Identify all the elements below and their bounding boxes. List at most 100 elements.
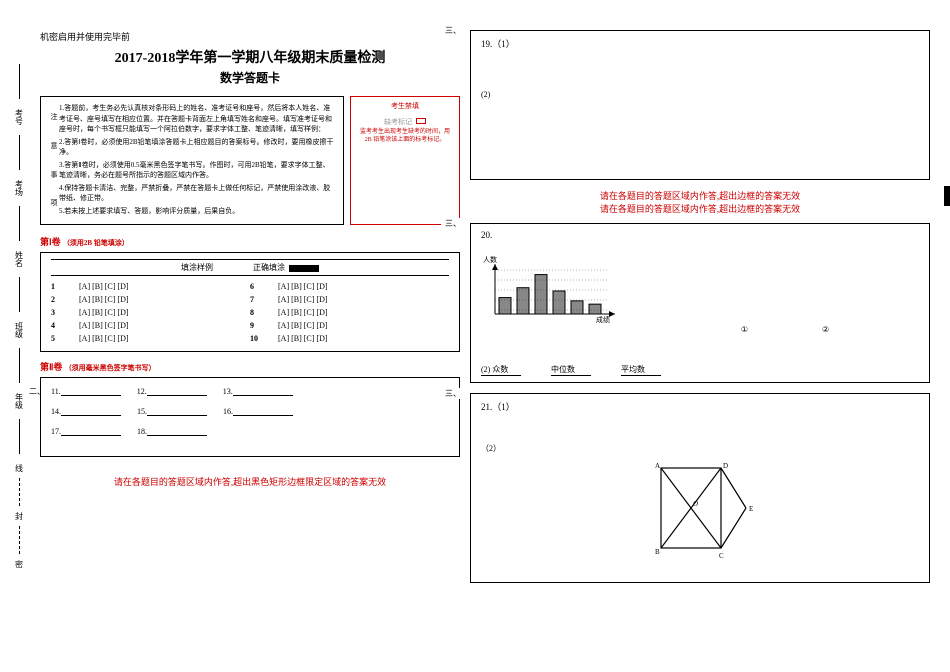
answer-blank[interactable]	[61, 406, 121, 416]
answer-blank[interactable]	[233, 386, 293, 396]
mc-opts[interactable]: [A] [B] [C] [D]	[79, 282, 129, 291]
section-three: 三、	[441, 388, 465, 399]
q16: 16.	[223, 407, 233, 416]
svg-text:O: O	[693, 500, 698, 508]
q21-part2: （2）	[481, 443, 919, 454]
section-three: 三、	[441, 25, 465, 36]
seal-line-1: 线	[14, 464, 25, 472]
sample-label: 填涂样例	[181, 263, 213, 272]
mean-label[interactable]: 平均数	[621, 364, 661, 376]
binding-margin: 考号 考场 姓名 班级 年级 线 封 密	[10, 60, 28, 574]
mc-num: 9	[250, 321, 264, 330]
svg-text:D: D	[723, 462, 728, 470]
q20-box[interactable]: 三、 20. 人数 成绩 ① ②	[470, 223, 930, 383]
q21-num: 21.（1）	[481, 400, 919, 413]
fill-blank-box: 二、 11. 12. 13. 14. 15. 16. 17. 18.	[40, 377, 460, 457]
circle-1: ①	[741, 325, 748, 334]
mc-opts[interactable]: [A] [B] [C] [D]	[278, 334, 328, 343]
section-two: 二、	[29, 387, 45, 396]
mc-opts[interactable]: [A] [B] [C] [D]	[79, 334, 129, 343]
mid-warning: 请在各题目的答题区域内作答,超出边框的答案无效 请在各题目的答题区域内作答,超出…	[470, 190, 930, 215]
multiple-choice-box: 填涂样例 正确填涂 1 [A] [B] [C] [D] 2 [A] [B] [C] …	[40, 252, 460, 352]
notice-rule-2: 2.答第Ⅰ卷时，必须使用2B铅笔填涂答题卡上相应题目的答案标号。修改时，要用橡皮…	[59, 137, 335, 158]
svg-text:A: A	[655, 462, 660, 470]
filled-bubble-icon	[289, 265, 319, 272]
q13: 13.	[223, 387, 233, 396]
mc-num: 1	[51, 282, 65, 291]
mc-num: 7	[250, 295, 264, 304]
q12: 12.	[137, 387, 147, 396]
footer-warning: 请在各题目的答题区域内作答,超出黑色矩形边框限定区域的答案无效	[40, 475, 460, 488]
prohibition-box: 考生禁填 缺考标记 监考考生出现考生缺考的时间，用 2B 铅笔涂该上面的标考标记…	[350, 96, 460, 225]
pre-title: 机密启用并使用完毕前	[40, 30, 460, 43]
mc-opts[interactable]: [A] [B] [C] [D]	[278, 282, 328, 291]
page-title: 2017-2018学年第一学期八年级期末质量检测	[40, 47, 460, 67]
mc-opts[interactable]: [A] [B] [C] [D]	[79, 308, 129, 317]
mc-opts[interactable]: [A] [B] [C] [D]	[278, 295, 328, 304]
side-label-5: 年级	[14, 393, 25, 409]
absent-mark-icon	[416, 118, 426, 124]
mc-num: 5	[51, 334, 65, 343]
notice-rule-5: 5.若未按上述要求填写、答题，影响评分质量，后果自负。	[59, 206, 335, 217]
seal-line-3: 密	[14, 560, 25, 568]
mc-opts[interactable]: [A] [B] [C] [D]	[278, 308, 328, 317]
notice-side-0: 注	[49, 112, 59, 123]
side-label-1: 考号	[14, 109, 25, 125]
answer-blank[interactable]	[61, 426, 121, 436]
answer-blank[interactable]	[233, 406, 293, 416]
svg-text:C: C	[719, 552, 724, 560]
q21-box[interactable]: 三、 21.（1） （2） A B C D E O	[470, 393, 930, 583]
q11: 11.	[51, 387, 61, 396]
notice-box: 注 意 事 项 1.答题前，考生务必先认真核对条形码上的姓名、准考证号和座号，然…	[40, 96, 344, 225]
answer-blank[interactable]	[147, 386, 207, 396]
mc-opts[interactable]: [A] [B] [C] [D]	[278, 321, 328, 330]
mc-num: 10	[250, 334, 264, 343]
warn-line1: 缺考标记	[384, 118, 412, 126]
median-label[interactable]: 中位数	[551, 364, 591, 376]
side-label-3: 姓名	[14, 251, 25, 267]
notice-rule-3: 3.答第Ⅱ卷时，必须使用0.5毫米黑色签字笔书写。作图时，可用2B铅笔，要求字体…	[59, 160, 335, 181]
geometry-figure: A B C D E O	[641, 458, 919, 570]
page-marker	[944, 186, 950, 206]
bar-chart: 人数 成绩	[481, 254, 621, 326]
correct-fill-label: 正确填涂	[253, 263, 285, 272]
side-label-4: 班级	[14, 322, 25, 338]
mc-opts[interactable]: [A] [B] [C] [D]	[79, 321, 129, 330]
page-subtitle: 数学答题卡	[40, 69, 460, 86]
svg-text:E: E	[749, 505, 753, 513]
circle-2: ②	[822, 325, 829, 334]
q19-part2: (2)	[481, 90, 919, 99]
part1-label: 第Ⅰ卷 （须用2B 铅笔填涂）	[40, 235, 460, 248]
mc-num: 4	[51, 321, 65, 330]
notice-rule-4: 4.保持答题卡清洁、完整，严禁折叠，严禁在答题卡上做任何标记，严禁使用涂改液、胶…	[59, 183, 335, 204]
mode-label[interactable]: (2) 众数	[481, 364, 521, 376]
warn-desc: 监考考生出现考生缺考的时间，用 2B 铅笔涂该上面的标考标记。	[357, 129, 453, 145]
part2-label: 第Ⅱ卷 （须用毫米黑色签字笔书写）	[40, 360, 460, 373]
notice-side-2: 事	[49, 170, 59, 181]
q19-num: 19.（1）	[481, 37, 919, 50]
q20-num: 20.	[481, 230, 919, 240]
q17: 17.	[51, 427, 61, 436]
mc-num: 2	[51, 295, 65, 304]
mc-num: 6	[250, 282, 264, 291]
q19-box[interactable]: 三、 19.（1） (2)	[470, 30, 930, 180]
q14: 14.	[51, 407, 61, 416]
mc-num: 3	[51, 308, 65, 317]
answer-blank[interactable]	[61, 386, 121, 396]
side-label-2: 考场	[14, 180, 25, 196]
q15: 15.	[137, 407, 147, 416]
section-three: 三、	[441, 218, 465, 229]
notice-side-3: 项	[49, 198, 59, 209]
svg-text:人数: 人数	[483, 255, 497, 264]
answer-blank[interactable]	[147, 406, 207, 416]
mc-opts[interactable]: [A] [B] [C] [D]	[79, 295, 129, 304]
notice-side-1: 意	[49, 141, 59, 152]
notice-rule-1: 1.答题前，考生务必先认真核对条形码上的姓名、准考证号和座号，然后将本人姓名、准…	[59, 103, 335, 135]
svg-text:B: B	[655, 548, 660, 556]
seal-line-2: 封	[14, 512, 25, 520]
q18: 18.	[137, 427, 147, 436]
svg-text:成绩: 成绩	[596, 315, 610, 324]
warn-title: 考生禁填	[357, 101, 453, 111]
mc-num: 8	[250, 308, 264, 317]
answer-blank[interactable]	[147, 426, 207, 436]
